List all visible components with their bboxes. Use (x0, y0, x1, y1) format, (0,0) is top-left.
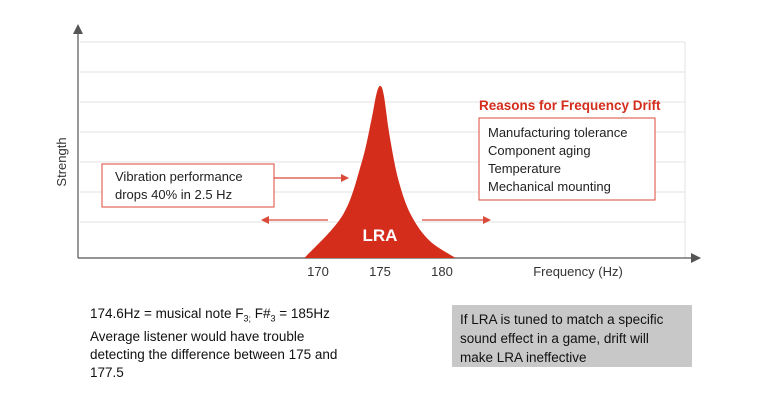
x-tick-labels: 170 175 180 (307, 264, 453, 279)
drift-callout-box: If LRA is tuned to match a specific soun… (452, 305, 692, 367)
x-tick-label: 180 (431, 264, 453, 279)
reason-item-2: Component aging (488, 143, 591, 158)
note-line-2: Average listener would have trouble (90, 328, 305, 344)
reason-item-1: Manufacturing tolerance (488, 125, 627, 140)
vibration-annotation-line-1: Vibration performance (115, 169, 243, 184)
y-axis-title: Strength (54, 137, 69, 186)
reason-item-3: Temperature (488, 161, 561, 176)
callout-line-2: sound effect in a game, drift will (460, 331, 649, 346)
note-line-1: 174.6Hz = musical note F3; F#3 = 185Hz (90, 306, 330, 324)
x-tick-label: 175 (369, 264, 391, 279)
lra-response-curve (304, 86, 456, 258)
vibration-annotation-box (101, 163, 275, 208)
callout-line-1: If LRA is tuned to match a specific (460, 312, 664, 327)
reason-item-4: Mechanical mounting (488, 179, 611, 194)
x-tick-label: 170 (307, 264, 329, 279)
note-line-3: detecting the difference between 175 and (90, 346, 338, 362)
musical-note-text: 174.6Hz = musical note F3; F#3 = 185Hz A… (90, 305, 410, 382)
x-axis-title: Frequency (Hz) (533, 264, 623, 279)
callout-line-3: make LRA ineffective (460, 350, 587, 365)
note-line-4: 177.5 (90, 364, 124, 380)
series-label-lra: LRA (363, 226, 398, 245)
reasons-title: Reasons for Frequency Drift (479, 98, 661, 113)
vibration-annotation-line-2: drops 40% in 2.5 Hz (115, 187, 232, 202)
reasons-box (478, 117, 656, 201)
